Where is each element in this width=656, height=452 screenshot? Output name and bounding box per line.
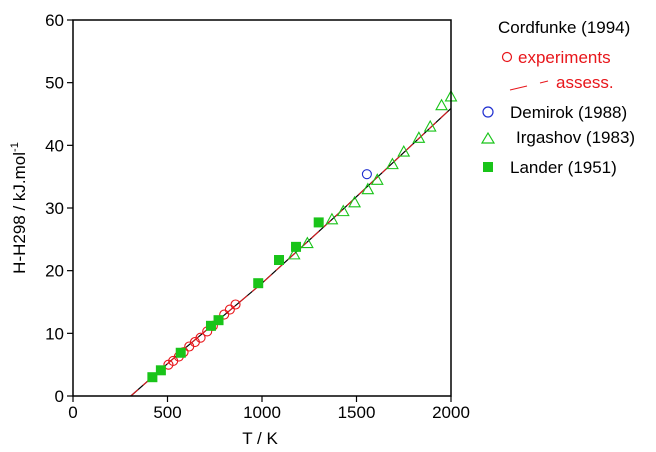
legend-label-demirok: Demirok (1988) — [510, 103, 627, 122]
x-tick-label: 1500 — [338, 403, 376, 422]
y-tick-label: 40 — [45, 136, 64, 155]
y-tick-label: 0 — [55, 387, 64, 406]
legend-marker-assess — [509, 85, 528, 91]
y-tick-label: 60 — [45, 11, 64, 30]
point-irgashov-1983 — [361, 182, 375, 195]
point-irgashov-1983 — [370, 173, 384, 185]
point-lander-1951 — [147, 372, 158, 383]
x-tick-label: 500 — [153, 403, 181, 422]
point-irgashov-1983 — [397, 144, 411, 157]
point-irgashov-1983 — [287, 247, 301, 260]
point-irgashov-1983 — [412, 131, 426, 143]
point-irgashov-1983 — [336, 204, 350, 217]
y-axis-label: H-H298 / kJ.mol-1 — [9, 142, 29, 274]
point-lander-1951 — [175, 347, 186, 358]
point-demirok-1988 — [361, 169, 372, 180]
point-lander-1951 — [155, 365, 166, 376]
y-tick-label: 20 — [45, 262, 64, 281]
x-tick-label: 0 — [68, 403, 77, 422]
point-irgashov-1983 — [385, 157, 399, 170]
y-tick-label: 50 — [45, 74, 64, 93]
x-tick-label: 1000 — [243, 403, 281, 422]
ticks: 0 500 1000 1500 2000 0 10 20 30 40 50 60 — [45, 11, 470, 422]
point-irgashov-1983 — [300, 236, 314, 249]
legend-marker-irgashov — [480, 131, 496, 144]
legend-marker-experiments — [501, 51, 513, 63]
y-tick-label: 10 — [45, 324, 64, 343]
legend-label-experiments: experiments — [518, 48, 611, 67]
point-irgashov-1983 — [348, 195, 362, 208]
x-tick-label: 2000 — [432, 403, 470, 422]
legend-marker-lander — [483, 162, 493, 172]
legend: Cordfunke (1994) experiments assess. Dem… — [480, 18, 635, 177]
y-axis-label-superscript: -1 — [9, 142, 21, 152]
legend-label-assess: assess. — [556, 73, 614, 92]
legend-label-lander: Lander (1951) — [510, 158, 617, 177]
point-lander-1951 — [291, 241, 302, 252]
legend-label-irgashov: Irgashov (1983) — [516, 128, 635, 147]
legend-marker-assess-dash — [539, 80, 549, 84]
plot-markers — [147, 89, 458, 383]
x-axis-label: T / K — [242, 429, 278, 448]
point-irgashov-1983 — [423, 119, 437, 132]
point-experiments — [224, 304, 235, 315]
point-experiments — [219, 309, 230, 320]
point-experiments — [195, 332, 206, 343]
y-tick-label: 30 — [45, 199, 64, 218]
legend-heading: Cordfunke (1994) — [498, 18, 630, 37]
point-lander-1951 — [274, 255, 285, 266]
point-experiments — [230, 299, 241, 310]
point-lander-1951 — [205, 320, 216, 331]
point-irgashov-1983 — [435, 98, 448, 111]
point-lander-1951 — [213, 315, 224, 326]
legend-marker-demirok — [482, 106, 494, 118]
series-line-assess — [130, 108, 452, 397]
y-axis-label-main: H-H298 / kJ.mol — [10, 152, 29, 274]
point-lander-1951 — [313, 217, 324, 228]
point-irgashov-1983 — [325, 212, 339, 225]
point-lander-1951 — [253, 278, 264, 289]
